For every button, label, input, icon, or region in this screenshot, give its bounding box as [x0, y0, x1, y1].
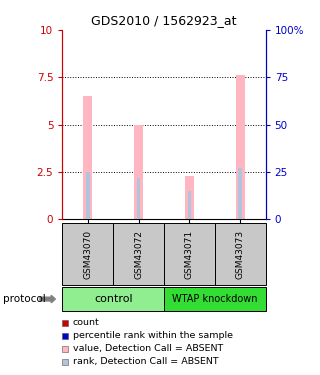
Text: count: count — [73, 318, 100, 327]
Bar — [188, 191, 191, 219]
Text: WTAP knockdown: WTAP knockdown — [172, 294, 258, 304]
Bar — [238, 168, 242, 219]
Bar — [134, 124, 143, 219]
Text: protocol: protocol — [3, 294, 46, 304]
Bar — [137, 178, 140, 219]
Title: GDS2010 / 1562923_at: GDS2010 / 1562923_at — [91, 15, 237, 27]
Text: GSM43073: GSM43073 — [236, 230, 245, 279]
Bar — [86, 172, 90, 219]
Text: percentile rank within the sample: percentile rank within the sample — [73, 331, 233, 340]
Text: rank, Detection Call = ABSENT: rank, Detection Call = ABSENT — [73, 357, 219, 366]
Text: GSM43071: GSM43071 — [185, 230, 194, 279]
Text: GSM43072: GSM43072 — [134, 230, 143, 279]
Bar — [185, 176, 194, 219]
Text: control: control — [94, 294, 132, 304]
Text: value, Detection Call = ABSENT: value, Detection Call = ABSENT — [73, 344, 223, 353]
Bar — [236, 75, 245, 219]
Bar — [83, 96, 92, 219]
Text: GSM43070: GSM43070 — [83, 230, 92, 279]
